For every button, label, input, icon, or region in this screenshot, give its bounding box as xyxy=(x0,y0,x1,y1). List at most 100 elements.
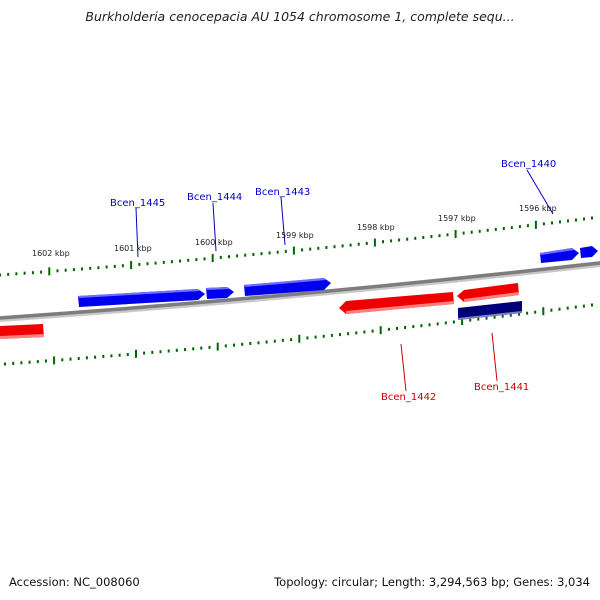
minor-tick xyxy=(559,220,561,224)
minor-tick xyxy=(462,231,465,235)
position-label: 1597 kbp xyxy=(438,214,476,223)
minor-tick xyxy=(102,355,105,358)
minor-tick xyxy=(118,353,121,357)
minor-tick xyxy=(268,251,271,255)
minor-tick xyxy=(322,334,325,338)
minor-tick xyxy=(317,246,320,250)
minor-tick xyxy=(330,333,333,337)
minor-tick xyxy=(151,350,154,354)
minor-tick xyxy=(170,260,173,264)
minor-tick xyxy=(501,314,504,318)
gene-label-bcen-1441[interactable]: Bcen_1441 xyxy=(474,382,529,393)
gene-selected-shadow xyxy=(458,311,522,320)
minor-tick xyxy=(138,262,141,266)
minor-tick xyxy=(558,307,561,311)
major-tick xyxy=(216,342,219,351)
minor-tick xyxy=(349,243,352,247)
position-label: 1599 kbp xyxy=(276,231,314,240)
minor-tick xyxy=(236,254,239,258)
gene-labels-forward: Bcen_1445 Bcen_1444 Bcen_1443 Bcen_1440 xyxy=(110,159,556,209)
minor-tick xyxy=(526,224,529,228)
gene-label-bcen-1440[interactable]: Bcen_1440 xyxy=(501,159,556,170)
minor-tick xyxy=(126,353,129,356)
major-tick xyxy=(379,326,382,335)
minor-tick xyxy=(281,338,284,342)
label-leaders xyxy=(135,169,554,392)
major-tick xyxy=(130,261,133,270)
minor-tick xyxy=(309,247,312,251)
minor-tick xyxy=(61,358,64,362)
gene-bcen-1443[interactable] xyxy=(244,278,331,296)
minor-tick xyxy=(306,336,309,340)
minor-tick xyxy=(398,238,401,242)
minor-tick xyxy=(446,233,449,237)
gene-label-bcen-1445[interactable]: Bcen_1445 xyxy=(110,198,165,209)
forward-genes xyxy=(78,246,598,307)
gene-label-bcen-1443[interactable]: Bcen_1443 xyxy=(255,187,310,198)
minor-tick xyxy=(583,217,585,221)
minor-tick xyxy=(195,258,198,262)
minor-tick xyxy=(371,329,374,333)
gene-bcen-1439-partial[interactable] xyxy=(580,246,598,258)
minor-tick xyxy=(566,306,569,310)
minor-tick xyxy=(23,271,26,275)
minor-tick xyxy=(36,360,39,364)
minor-tick xyxy=(365,241,368,245)
gene-selected[interactable] xyxy=(458,301,522,320)
minor-tick xyxy=(406,237,409,241)
gene-bcen-1442[interactable] xyxy=(339,292,454,314)
minor-tick xyxy=(260,252,263,256)
minor-tick xyxy=(452,320,455,324)
sequence-summary: Topology: circular; Length: 3,294,563 bp… xyxy=(274,575,590,589)
minor-tick xyxy=(412,325,415,329)
major-tick xyxy=(211,254,214,263)
major-tick xyxy=(461,317,464,325)
position-label: 1600 kbp xyxy=(195,238,233,247)
minor-tick xyxy=(179,259,182,263)
minor-tick xyxy=(420,324,423,328)
minor-tick xyxy=(436,322,439,326)
gene-bcen-1441[interactable] xyxy=(457,283,519,302)
minor-tick xyxy=(20,361,23,365)
minor-tick xyxy=(518,225,521,229)
minor-tick xyxy=(233,343,235,347)
minor-tick xyxy=(339,333,341,337)
minor-tick xyxy=(510,226,513,230)
minor-tick xyxy=(77,357,80,360)
minor-tick xyxy=(567,219,569,223)
minor-tick xyxy=(85,356,88,360)
minor-tick xyxy=(159,350,162,354)
minor-tick xyxy=(64,268,67,272)
minor-tick xyxy=(265,340,268,344)
gene-label-bcen-1444[interactable]: Bcen_1444 xyxy=(187,192,242,203)
position-labels: 1602 kbp 1601 kbp 1600 kbp 1599 kbp 1598… xyxy=(32,204,557,258)
minor-tick xyxy=(273,339,276,343)
minor-tick xyxy=(184,348,186,352)
major-tick xyxy=(298,334,301,343)
minor-tick xyxy=(203,257,206,261)
minor-tick xyxy=(45,359,47,363)
minor-tick xyxy=(7,272,10,276)
minor-tick xyxy=(241,342,244,346)
gene-bcen-1444[interactable] xyxy=(206,287,234,299)
minor-tick xyxy=(4,362,6,366)
major-tick xyxy=(292,246,295,255)
minor-tick xyxy=(12,361,15,365)
minor-tick xyxy=(40,270,43,274)
gene-labels-reverse: Bcen_1442 Bcen_1441 xyxy=(381,382,529,403)
gene-label-bcen-1442[interactable]: Bcen_1442 xyxy=(381,392,436,403)
minor-tick xyxy=(422,236,425,239)
major-tick xyxy=(48,267,51,276)
minor-tick xyxy=(430,235,433,239)
minor-tick xyxy=(478,229,481,233)
minor-tick xyxy=(485,316,488,320)
minor-tick xyxy=(325,246,328,249)
gene-bcen-1445[interactable] xyxy=(78,289,205,307)
minor-tick xyxy=(249,342,252,345)
minor-tick xyxy=(550,308,553,312)
minor-tick xyxy=(31,271,34,275)
minor-tick xyxy=(591,216,593,220)
minor-tick xyxy=(357,242,360,246)
minor-tick xyxy=(301,248,304,252)
